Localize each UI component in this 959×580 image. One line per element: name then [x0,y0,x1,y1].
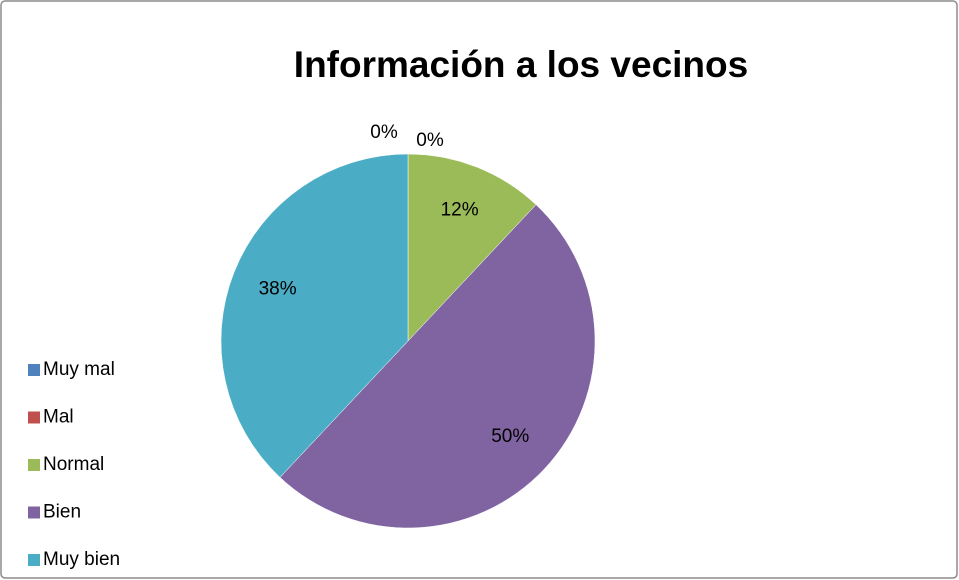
legend-label: Normal [43,454,104,475]
legend-label: Muy mal [43,359,115,380]
legend-swatch [28,506,40,519]
legend-swatch [28,554,40,566]
data-label: 12% [441,200,479,221]
data-label: 38% [259,278,297,299]
data-label: 50% [491,426,529,447]
legend-label: Muy bien [43,549,120,570]
legend-swatch [28,411,40,424]
data-label: 0% [416,130,444,151]
pie-slice [279,204,595,528]
data-label: 0% [370,122,398,143]
pie-slice [220,153,409,478]
pie-slice [407,153,537,342]
legend-swatch [28,459,40,471]
legend-label: Mal [43,407,74,428]
legend-swatch [28,364,40,376]
chart-title: Información a los vecinos [294,44,748,85]
legend-label: Bien [43,502,81,523]
